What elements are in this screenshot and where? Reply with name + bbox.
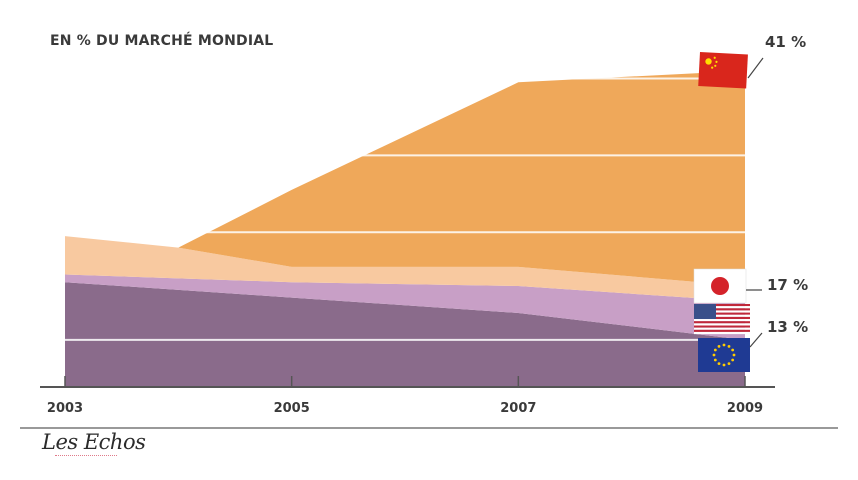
usa-flag-canton [694,304,716,319]
eu-flag-star [731,348,735,352]
eu-flag-star [712,353,716,357]
chart-gridlines [65,77,745,341]
china-leader-line [747,57,764,79]
usa-flag-stripe-red [694,325,750,328]
usa-flag-icon [694,304,750,335]
area-us [65,274,745,340]
usa-flag-stripe-white [694,314,750,317]
china-percent-label: 41 % [765,33,807,51]
eu-flag-star [727,362,731,366]
area-japan [65,236,745,302]
eu-flag-star [713,348,717,352]
usa-flag-stripe-red [694,316,750,320]
usa-flag-stripe-white [694,331,750,335]
usa-flag-stripe-red [694,321,750,324]
japan-flag-icon [693,268,747,304]
les-echos-logo: Les Echos [42,430,146,454]
japan-flag-sun [711,277,729,295]
china-flag-star [705,58,712,65]
china-flag-small-star [714,64,717,67]
eu-flag-star [717,344,721,348]
china-flag-icon [698,52,748,89]
usa-flag-stripe-white [694,319,750,322]
eu-flag-star [722,363,726,367]
eu-flag-icon [698,338,750,372]
flags [693,52,764,372]
chart-subtitle: EN % DU MARCHÉ MONDIAL [50,33,274,49]
usa-flag-stripe-red [694,312,750,315]
eu-flag-star [722,343,726,347]
eu-flag-star [732,353,736,357]
eu-flag-star [731,358,735,362]
china-flag-small-star [711,66,714,69]
logo-underline [55,455,117,456]
usa-flag-stripe-white [694,327,750,330]
chart-areas [65,70,745,386]
eu-flag-star [713,358,717,362]
china-flag-small-star [715,60,718,63]
x-tick-label: 2003 [47,401,83,416]
china-flag-small-star [713,56,716,59]
eu-flag-star [717,362,721,366]
usa-flag-stripe-red [694,308,750,311]
china-flag-field [698,52,748,89]
japan-percent-label: 17 % [767,276,809,294]
x-tick-label: 2005 [274,401,310,416]
eu-flag-star [727,344,731,348]
usa-flag-stripe-red [694,329,750,332]
eu-percent-label: 13 % [767,318,809,336]
x-axis: 2003 2005 2007 2009 [20,376,838,429]
usa-flag-stripe-white [694,306,750,309]
usa-flag-stripe-white [694,323,750,326]
eu-flag-field [698,338,750,372]
usa-flag-stripe-red [694,304,750,307]
usa-flag-stripe-white [694,310,750,313]
x-tick-label: 2007 [500,401,536,416]
x-tick-label: 2009 [727,401,763,416]
eu-leader-line [749,332,763,348]
area-eu [65,282,745,386]
